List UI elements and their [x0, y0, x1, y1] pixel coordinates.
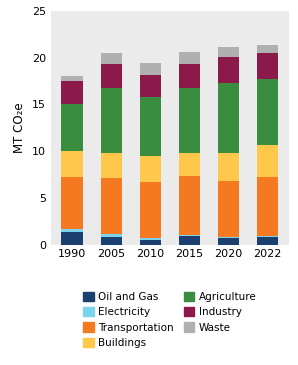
Bar — [179, 176, 200, 235]
Bar — [218, 238, 239, 245]
Bar — [218, 57, 239, 83]
Bar — [139, 238, 161, 240]
Legend: Oil and Gas, Electricity, Transportation, Buildings, Agriculture, Industry, Wast: Oil and Gas, Electricity, Transportation… — [81, 289, 258, 350]
Bar — [100, 178, 122, 234]
Bar — [100, 53, 122, 64]
Bar — [257, 145, 278, 177]
Bar — [139, 76, 161, 97]
Bar — [179, 88, 200, 153]
Bar — [257, 177, 278, 236]
Bar — [139, 97, 161, 156]
Bar — [139, 156, 161, 182]
Bar — [218, 181, 239, 237]
Bar — [257, 53, 278, 79]
Bar — [139, 182, 161, 238]
Bar — [61, 76, 83, 81]
Bar — [61, 104, 83, 151]
Bar — [179, 52, 200, 64]
Bar — [218, 83, 239, 153]
Bar — [179, 153, 200, 176]
Bar — [139, 240, 161, 245]
Bar — [139, 63, 161, 76]
Bar — [179, 236, 200, 245]
Bar — [61, 81, 83, 104]
Bar — [218, 47, 239, 57]
Bar — [61, 233, 83, 245]
Y-axis label: MT CO₂e: MT CO₂e — [13, 103, 26, 153]
Bar — [257, 45, 278, 53]
Bar — [257, 237, 278, 245]
Bar — [100, 234, 122, 237]
Bar — [100, 64, 122, 88]
Bar — [179, 235, 200, 236]
Bar — [100, 153, 122, 178]
Bar — [218, 237, 239, 238]
Bar — [257, 79, 278, 145]
Bar — [61, 177, 83, 228]
Bar — [61, 228, 83, 233]
Bar — [179, 64, 200, 88]
Bar — [100, 88, 122, 153]
Bar — [218, 153, 239, 181]
Bar — [257, 236, 278, 237]
Bar — [100, 237, 122, 245]
Bar — [61, 151, 83, 177]
